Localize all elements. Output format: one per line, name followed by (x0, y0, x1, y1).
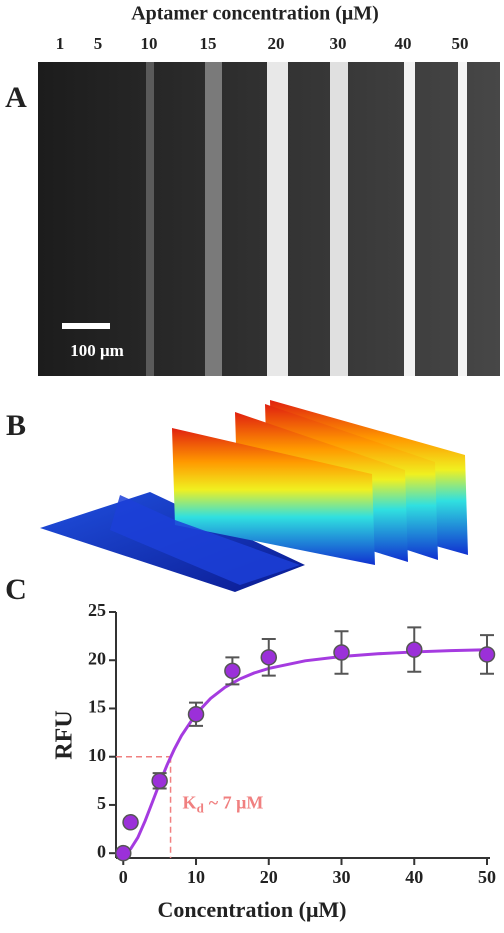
micrograph-title: Aptamer concentration (μM) (131, 3, 379, 25)
fit-curve (122, 648, 488, 855)
annotation-subscript: d (197, 801, 205, 816)
lane-label: 10 (141, 34, 158, 53)
panel-label: B (6, 409, 26, 442)
lane-label: 15 (200, 34, 217, 53)
data-point (224, 662, 241, 680)
x-axis-label: Concentration (μM) (157, 897, 346, 922)
data-point (260, 649, 278, 666)
x-tick-label: 50 (478, 867, 496, 887)
lane-label: 40 (395, 34, 412, 53)
annotation-text: K (183, 793, 197, 813)
data-point (406, 641, 423, 658)
lane-label: 1 (56, 34, 65, 53)
x-tick-label: 0 (119, 867, 128, 887)
x-tick-label: 20 (260, 867, 278, 887)
data-point (187, 706, 205, 723)
annotation-suffix: ~ 7 μM (209, 793, 264, 813)
y-tick-label: 20 (88, 648, 106, 668)
annotation: Kd ~ 7 μM (183, 793, 264, 816)
lane-label: 30 (330, 34, 347, 53)
panel-label: C (5, 573, 27, 606)
y-tick-label: 25 (88, 600, 106, 620)
data-point (151, 772, 168, 790)
x-tick-label: 10 (187, 867, 205, 887)
data-point (115, 844, 132, 862)
data-point (333, 644, 350, 661)
x-tick-label: 40 (405, 867, 423, 887)
panel-label: A (5, 81, 27, 114)
micrograph (38, 62, 500, 376)
chart: 0 5 10 15 20 25 0 10 20 30 40 50 Kd ~ 7 μM (88, 600, 496, 887)
y-tick-label: 5 (97, 793, 106, 813)
lane-label: 20 (268, 34, 285, 53)
y-axis-label: RFU (52, 710, 78, 759)
y-tick-label: 0 (97, 841, 106, 861)
y-tick-label: 15 (88, 697, 106, 717)
x-tick-label: 30 (333, 867, 351, 887)
lane-label: 50 (452, 34, 469, 53)
lane-label: 5 (94, 34, 103, 53)
data-point (478, 646, 496, 663)
y-tick-label: 10 (88, 745, 106, 765)
data-point (122, 814, 139, 831)
scale-bar-label: 100 μm (70, 341, 124, 360)
surface-plot (40, 400, 468, 592)
